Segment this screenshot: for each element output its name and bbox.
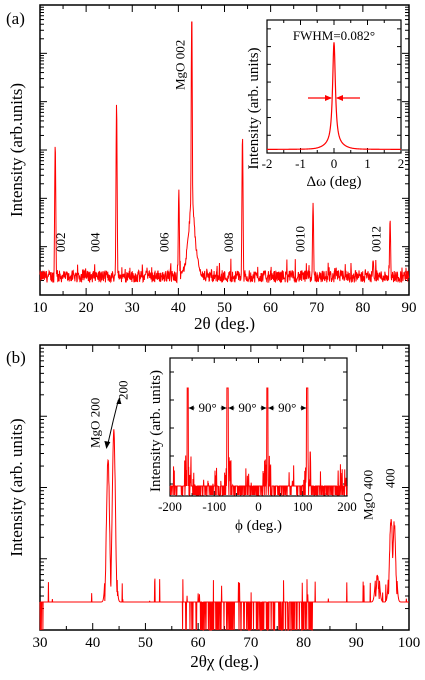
panel-a-x-tick-label: 60 (263, 300, 278, 316)
panel-b-inset-x-tick-label: 0 (255, 499, 262, 514)
panel-b-peak-label: MgO 400 (360, 470, 375, 520)
panel-b-inset-x-tick-label: -200 (158, 499, 182, 514)
panel-b-x-tick-label: 50 (138, 635, 153, 651)
panel-b-inset-spacing-arrowhead (268, 405, 274, 411)
panel-b-inset-trace (169, 387, 348, 496)
panel-a-x-tick-label: 70 (309, 300, 324, 316)
panel-a-inset-x-tick-label: -2 (262, 156, 273, 171)
panel-a-label: (a) (6, 9, 25, 28)
panel-a-x-tick-label: 80 (355, 300, 370, 316)
panel-a-peak-label: 0010 (293, 226, 308, 252)
panel-a-inset-x-axis-title: Δω (deg) (307, 174, 362, 190)
panel-a-x-tick-label: 50 (217, 300, 232, 316)
panel-b-inset-y-axis-title: Intensity (arb. units) (148, 370, 164, 492)
panel-b-inset-spacing-label-bg (234, 399, 261, 414)
panel-a-inset-x-tick-label: 0 (331, 156, 338, 171)
panel-a-peak-label: 006 (157, 232, 172, 252)
panel-b-inset-x-tick-label: -100 (202, 499, 226, 514)
panel-a-peak-label: 008 (221, 233, 236, 253)
panel-b-peak-label: 200 (115, 381, 130, 401)
panel-b-x-tick-label: 30 (33, 635, 48, 651)
panel-b-peak-label: 400 (383, 469, 398, 489)
panel-b-x-tick-label: 70 (243, 635, 258, 651)
panel-a-inset-fwhm-label: FWHM=0.082° (293, 28, 375, 43)
panel-b-inset-x-axis-title: ϕ (deg.) (235, 518, 282, 534)
panel-a-peak-label: MgO 002 (173, 40, 188, 90)
panel-a-x-tick-label: 40 (171, 300, 186, 316)
panel-a-x-axis-title: 2θ (deg.) (194, 314, 255, 333)
panel-b-inset-spacing-arrowhead (301, 405, 307, 411)
panel-a-inset-x-tick-label: -1 (295, 156, 306, 171)
panel-b-inset-x-tick-label: 200 (337, 499, 357, 514)
panel-a-x-tick-label: 30 (125, 300, 140, 316)
panel-b-inset-spacing-arrowhead (188, 405, 194, 411)
panel-a-x-tick-label: 90 (402, 300, 417, 316)
panel-b-peak-label: MgO 200 (87, 398, 102, 448)
panel-a-fwhm-arrowhead-right (336, 95, 343, 101)
panel-b-x-tick-label: 80 (296, 635, 311, 651)
panel-a-x-tick-label: 10 (33, 300, 48, 316)
panel-a-peak-label: 0012 (369, 226, 384, 252)
panel-b-inset-spacing-label: 90° (199, 400, 217, 415)
panel-a-inset-trace (267, 42, 401, 150)
panel-b-inset-spacing-label-bg (274, 399, 301, 414)
panel-a-y-axis-title: Intensity (arb.units) (7, 83, 26, 217)
panel-b-y-axis-title: Intensity (arb. units) (7, 418, 26, 556)
panel-a-trace (39, 21, 410, 284)
panel-b-x-tick-label: 100 (398, 635, 421, 651)
panel-b-x-tick-label: 60 (191, 635, 206, 651)
panel-b-inset-spacing-arrowhead (228, 405, 234, 411)
panel-a-inset-y-axis-title: Intensity (arb. units) (246, 47, 262, 169)
panel-a-fwhm-arrowhead-left (325, 95, 332, 101)
panel-a-peak-label: 004 (87, 232, 102, 252)
panel-a-x-tick-label: 20 (79, 300, 94, 316)
panel-b-x-tick-label: 40 (85, 635, 100, 651)
panel-b-trace (39, 429, 409, 631)
panel-b-arrow-left (106, 419, 114, 447)
panel-b-x-axis-title: 2θχ (deg.) (190, 652, 259, 671)
panel-b-inset-spacing-label: 90° (238, 400, 256, 415)
panel-b-arrowhead-left (104, 441, 111, 449)
panel-b-label: (b) (6, 348, 26, 367)
panel-a-peak-label: 002 (53, 233, 68, 253)
panel-b-inset-spacing-arrowhead (261, 405, 267, 411)
panel-b-inset-spacing-label: 90° (278, 400, 296, 415)
panel-b-inset-x-tick-label: 100 (293, 499, 313, 514)
panel-b-inset-spacing-arrowhead (221, 405, 227, 411)
panel-a-inset-x-tick-label: 2 (398, 156, 405, 171)
panel-a-inset-x-tick-label: 1 (364, 156, 371, 171)
panel-b-inset-spacing-label-bg (194, 399, 221, 414)
panel-b-x-tick-label: 90 (349, 635, 364, 651)
panel-b-arrowhead-right (116, 397, 122, 404)
